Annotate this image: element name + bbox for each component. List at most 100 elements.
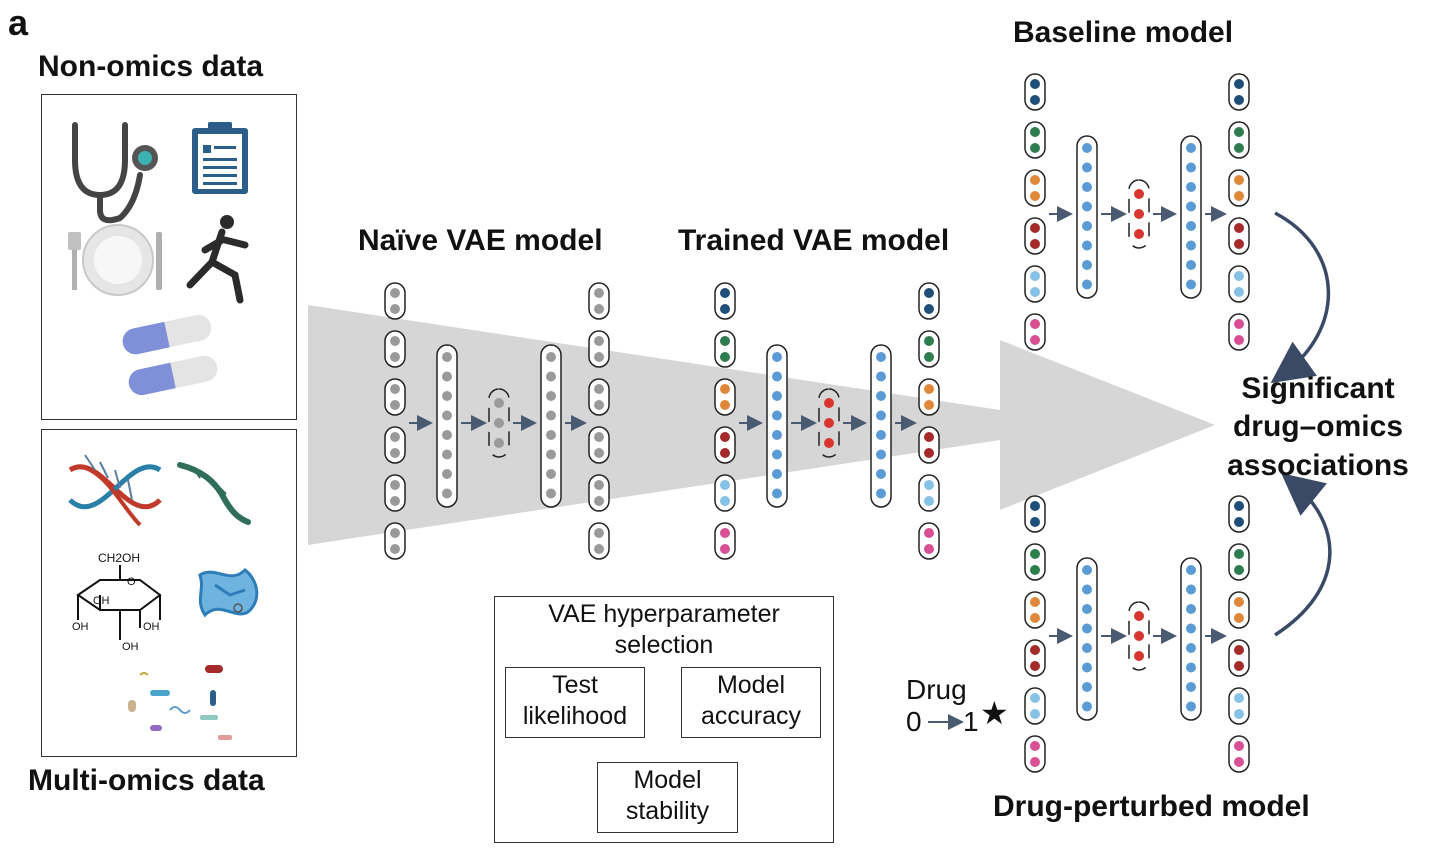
perturbed-decoder-node <box>1186 701 1196 712</box>
baseline-encoder-node <box>1082 201 1092 212</box>
trained-input-node <box>720 352 730 362</box>
glucose-molecule-icon: O CH2OH OH OH OH OH <box>72 551 162 653</box>
naive-encoder-layer <box>436 344 458 508</box>
baseline-decoder-node <box>1186 260 1196 270</box>
baseline-encoder-node <box>1082 260 1092 270</box>
baseline-encoder-node <box>1082 182 1092 192</box>
baseline-latent <box>1128 179 1150 249</box>
trained-encoder-node <box>772 352 782 362</box>
drug-from-value: 0 <box>906 706 922 737</box>
baseline-input-node <box>1030 335 1040 345</box>
baseline-input-group-5 <box>1024 313 1046 351</box>
perturbed-encoder-node <box>1082 623 1092 634</box>
naive-output-group-1 <box>588 330 610 368</box>
trained-input-node <box>720 496 730 506</box>
perturbed-output-node <box>1234 757 1244 767</box>
baseline-input-node <box>1030 239 1040 249</box>
trained-input-node <box>720 528 730 538</box>
clipboard-icon <box>192 122 248 194</box>
perturbed-input-group-0 <box>1024 495 1046 533</box>
naive-encoder-node <box>442 391 452 401</box>
perturbed-encoder-node <box>1082 643 1092 653</box>
perturbed-input-node <box>1030 661 1040 671</box>
perturbed-node <box>1134 651 1144 661</box>
trained-encoder-node <box>772 371 782 382</box>
panel-label: a <box>8 2 29 43</box>
trained-input-group-1 <box>714 330 736 368</box>
naive-input-node <box>390 496 400 506</box>
trained-encoder-node <box>772 410 782 421</box>
baseline-model-title: Baseline model <box>1013 16 1234 49</box>
model-stability-box <box>597 762 738 833</box>
naive-output-node <box>594 528 604 538</box>
perturbed-encoder-node <box>1082 662 1092 673</box>
trained-input-node <box>720 544 730 554</box>
perturbed-output-node <box>1234 693 1244 703</box>
baseline-input-node <box>1030 79 1040 89</box>
baseline-encoder-node <box>1082 240 1092 251</box>
naive-decoder-node <box>546 469 556 479</box>
naive-encoder-node <box>442 371 452 382</box>
baseline-node <box>1134 229 1144 239</box>
perturbed-output-node <box>1234 741 1244 751</box>
trained-decoder-node <box>876 410 886 421</box>
microbes-icon <box>128 665 232 740</box>
naive-input-group-5 <box>384 522 406 560</box>
hyperparameter-selection-box <box>494 596 834 843</box>
trained-output-node <box>924 432 934 442</box>
baseline-output-node <box>1234 127 1244 137</box>
naive-input-node <box>390 400 400 410</box>
perturbed-decoder-node <box>1186 643 1196 653</box>
baseline-output-node <box>1234 271 1244 281</box>
naive-encoder-node <box>442 469 452 479</box>
baseline-node <box>1134 189 1144 199</box>
baseline-input-group-2 <box>1024 169 1046 207</box>
naive-decoder-node <box>546 410 556 421</box>
trained-input-node <box>720 432 730 442</box>
naive-input-node <box>390 336 400 346</box>
perturbed-input-node <box>1030 565 1040 575</box>
perturbed-node <box>1134 611 1144 621</box>
trained-output-node <box>924 480 934 490</box>
stethoscope-icon <box>72 122 158 224</box>
naive-input-node <box>390 304 400 314</box>
naive-input-node <box>390 528 400 538</box>
model-accuracy-line2: accuracy <box>700 702 802 730</box>
result-line1: Significant <box>1241 372 1395 405</box>
baseline-input-group-3 <box>1024 217 1046 255</box>
perturbed-encoder-node <box>1082 701 1092 712</box>
baseline-input-group-0 <box>1024 73 1046 111</box>
naive-output-node <box>594 496 604 506</box>
glucose-oh-label: OH <box>93 595 110 607</box>
test-likelihood-box <box>505 667 645 738</box>
perturbed-input-node <box>1030 517 1040 527</box>
trained-output-node <box>924 384 934 394</box>
baseline-output-node <box>1234 191 1244 201</box>
naive-decoder-node <box>546 488 556 499</box>
baseline-decoder-layer <box>1180 135 1202 299</box>
trained-output-group-5 <box>918 522 940 560</box>
perturbed-output-node <box>1234 661 1244 671</box>
baseline-output-node <box>1234 335 1244 345</box>
baseline-input-node <box>1030 287 1040 297</box>
trained-output-group-1 <box>918 330 940 368</box>
naive-decoder-layer <box>540 344 562 508</box>
baseline-output-node <box>1234 223 1244 233</box>
non-omics-title: Non-omics data <box>38 50 264 83</box>
baseline-output-group-5 <box>1228 313 1250 351</box>
perturbed-input-group-5 <box>1024 735 1046 773</box>
perturbed-output-node <box>1234 517 1244 527</box>
perturbed-output-node <box>1234 501 1244 511</box>
trained-output-group-4 <box>918 474 940 512</box>
perturbed-output-group-3 <box>1228 639 1250 677</box>
runner-icon <box>186 215 249 304</box>
perturbed-decoder-node <box>1186 682 1196 692</box>
trained-decoder-node <box>876 371 886 382</box>
baseline-output-node <box>1234 79 1244 89</box>
naive-input-group-4 <box>384 474 406 512</box>
perturbed-encoder-layer <box>1076 557 1098 721</box>
baseline-input-node <box>1030 95 1040 105</box>
naive-output-node <box>594 384 604 394</box>
naive-node <box>494 438 504 448</box>
